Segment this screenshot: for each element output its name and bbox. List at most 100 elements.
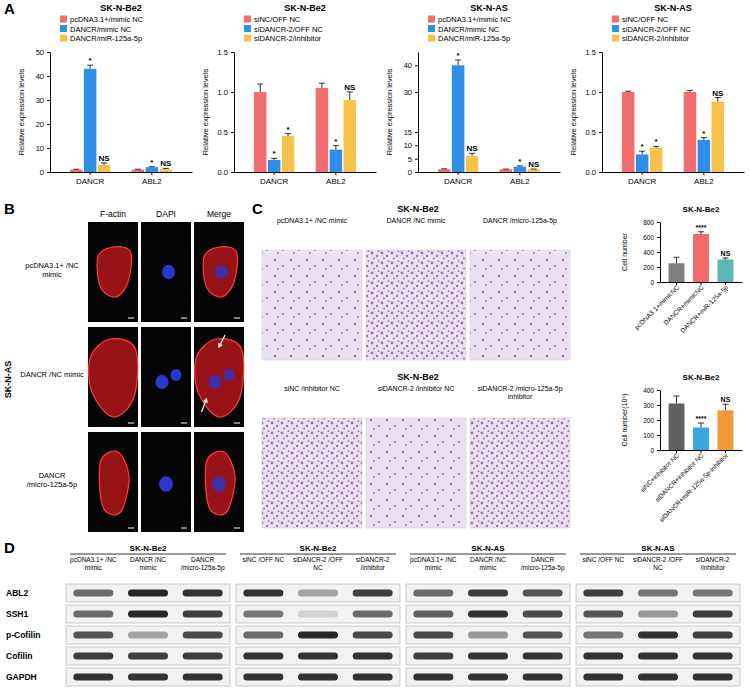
label-line: pcDNA3.1+ /NC: [25, 261, 79, 270]
blot-band: [128, 611, 168, 618]
scale-bar: [234, 528, 240, 529]
y-tick-label: 40: [404, 61, 412, 70]
bar: [684, 92, 697, 172]
blot-band: [583, 611, 623, 618]
y-tick-mark: [657, 450, 660, 451]
transwell-image: [470, 250, 570, 360]
annotations: **NSNS: [89, 56, 172, 168]
error-bar: [87, 65, 93, 69]
panel-letter: D: [4, 539, 15, 556]
scale-bar: [181, 528, 187, 529]
dapi-stain: [209, 375, 222, 389]
x-axis: pcDNA3.1+mimicNCDANCR+mimicNCDANCR+miR-1…: [633, 282, 742, 335]
error-bar: [687, 90, 693, 92]
scale-bar: [234, 318, 240, 319]
bar: [146, 167, 159, 172]
y-tick: 40: [36, 72, 50, 81]
micrograph-background: [194, 327, 244, 427]
blot-band: [468, 590, 508, 597]
x-tick: ABL2: [326, 172, 346, 186]
x-axis: DANCRABL2: [235, 172, 377, 186]
y-tick-label: 200: [643, 264, 654, 271]
legend-swatch: [612, 35, 619, 42]
transwell-title: SK-N-Be2: [397, 204, 439, 214]
error-bar: [257, 84, 263, 92]
x-axis-line: [603, 172, 745, 173]
y-tick: 1.0: [586, 88, 602, 97]
significance: NS: [467, 144, 479, 153]
blot-band: [183, 590, 223, 597]
label-line: siDANCR-2 /OFF: [293, 556, 343, 563]
significance: *: [702, 129, 706, 138]
y-tick: 1.0: [218, 88, 234, 97]
lane-label: siDANCR-2/inhibitor: [356, 556, 390, 571]
blot-band: [353, 590, 393, 597]
lane-label: siDANCR-2/inhibitor: [696, 556, 730, 571]
bar: [718, 410, 734, 450]
y-tick-label: 50: [36, 48, 44, 57]
x-tick: DANCR+mimicNC: [662, 282, 705, 326]
y-tick: 400: [643, 387, 660, 394]
blot-band: [73, 653, 113, 660]
row-label: DANCR /NC mimic: [20, 370, 84, 379]
y-axis: 0510153040: [404, 53, 419, 177]
label-line: mimic: [85, 564, 103, 571]
legend-label: siDANCR-2/OFF NC: [622, 25, 691, 34]
group-title: SK-N-AS: [471, 544, 505, 553]
y-tick-label: 30: [404, 88, 412, 97]
bar: [622, 92, 635, 172]
x-axis: siNC+inhibitor NCsiDANCR+inhibitor NCsiD…: [639, 450, 743, 524]
micrograph: [141, 327, 191, 427]
y-tick-mark: [47, 124, 50, 125]
y-tick: 300: [643, 402, 660, 409]
y-tick: 30: [36, 96, 50, 105]
group-underline: [70, 554, 226, 555]
marks: [438, 60, 540, 172]
label-line: /inhibitor: [700, 564, 725, 571]
blot-band: [693, 674, 733, 681]
annotations: **NSNS: [457, 51, 540, 169]
blot-band: [468, 674, 508, 681]
scale-bar: [181, 423, 187, 424]
x-tick-label: DANCR: [444, 177, 473, 186]
figure-canvas: ABCDSK-N-Be2Relative expression levels01…: [0, 0, 750, 700]
panel-d: ABL2SSH1p-CofilinCofilinGAPDHSK-N-Be2pcD…: [6, 544, 740, 686]
legend-swatch: [60, 35, 67, 42]
significance: NS: [528, 160, 540, 169]
blot-strip: [576, 584, 740, 602]
y-tick: 0: [650, 447, 660, 454]
y-tick-label: 100: [643, 432, 654, 439]
scale-bar: [181, 318, 187, 319]
arrow: [219, 335, 225, 347]
blot-band: [468, 632, 508, 639]
y-tick-mark: [657, 222, 660, 223]
chart: SK-N-Be2Relative expression levels0.00.5…: [201, 3, 377, 186]
label-line: mimic: [140, 564, 158, 571]
blot-band: [353, 632, 393, 639]
row-group-label: SK-N-AS: [3, 361, 13, 399]
x-tick-mark: [274, 172, 275, 175]
y-tick-mark: [231, 52, 234, 53]
legend-swatch: [244, 35, 251, 42]
y-axis: 0.00.51.01.5: [586, 48, 603, 177]
bar: [636, 154, 649, 172]
blot-band: [298, 611, 338, 618]
protein-label: SSH1: [6, 609, 28, 619]
bar: [528, 169, 541, 172]
f-actin-stain: [205, 451, 235, 515]
y-axis: 0200400600800: [643, 219, 660, 286]
error-bar: [503, 169, 509, 170]
y-tick: 5: [408, 155, 418, 164]
y-tick: 0: [40, 168, 50, 177]
label-line: /micro-125a-5p: [521, 564, 565, 572]
blot-band: [638, 653, 678, 660]
row-label: pcDNA3.1+ /NCmimic: [25, 261, 79, 279]
y-tick: 15: [404, 128, 418, 137]
significance: *: [334, 137, 338, 146]
micrograph-background: [88, 432, 138, 532]
micrograph-background: [141, 327, 191, 427]
bar: [132, 170, 145, 172]
y-tick: 200: [643, 264, 660, 271]
blot-band: [183, 632, 223, 639]
dapi-stain: [162, 265, 175, 279]
